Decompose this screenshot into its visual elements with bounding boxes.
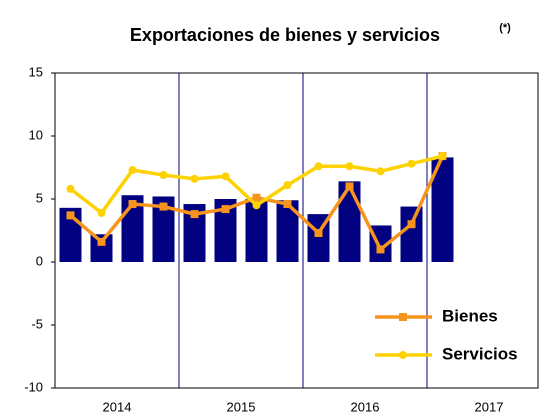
y-tick-label: 0 [36,253,43,268]
bar [338,181,361,262]
legend-label: Servicios [442,344,518,363]
bar [431,157,454,262]
marker [159,202,168,211]
bar [276,200,299,262]
x-tick-label: 2015 [227,399,256,414]
x-tick-label: 2017 [475,399,504,414]
marker [438,152,447,161]
marker [221,172,230,181]
y-tick-label: 10 [29,127,43,142]
marker [221,205,230,214]
bar [152,196,175,262]
bar [400,206,423,262]
marker [407,159,416,168]
x-tick-label: 2014 [103,399,132,414]
marker [252,193,261,202]
marker [376,167,385,176]
plot-border [54,72,539,389]
marker [283,181,292,190]
marker [97,208,106,217]
chart-title: Exportaciones de bienes y servicios [130,25,440,45]
y-tick-label: -10 [24,379,43,394]
marker [314,229,323,238]
marker [283,200,292,209]
marker [159,171,168,180]
x-tick-label: 2016 [351,399,380,414]
marker [345,182,354,191]
marker [97,237,106,246]
bar [214,199,237,262]
marker [407,220,416,229]
marker [376,245,385,254]
title-note: (*) [499,22,511,34]
y-tick-label: -5 [31,316,43,331]
marker [314,162,323,171]
marker [190,210,199,219]
bar [183,204,206,262]
marker [128,200,137,209]
marker [66,184,75,193]
marker [345,162,354,171]
marker [128,166,137,175]
bar [90,234,113,262]
legend-marker [399,351,407,359]
marker [190,174,199,183]
legend-marker [399,313,407,321]
bar [245,199,268,262]
legend-label: Bienes [442,306,498,325]
marker [66,211,75,220]
marker [252,201,261,210]
y-tick-label: 5 [36,190,43,205]
y-tick-label: 15 [29,64,43,79]
